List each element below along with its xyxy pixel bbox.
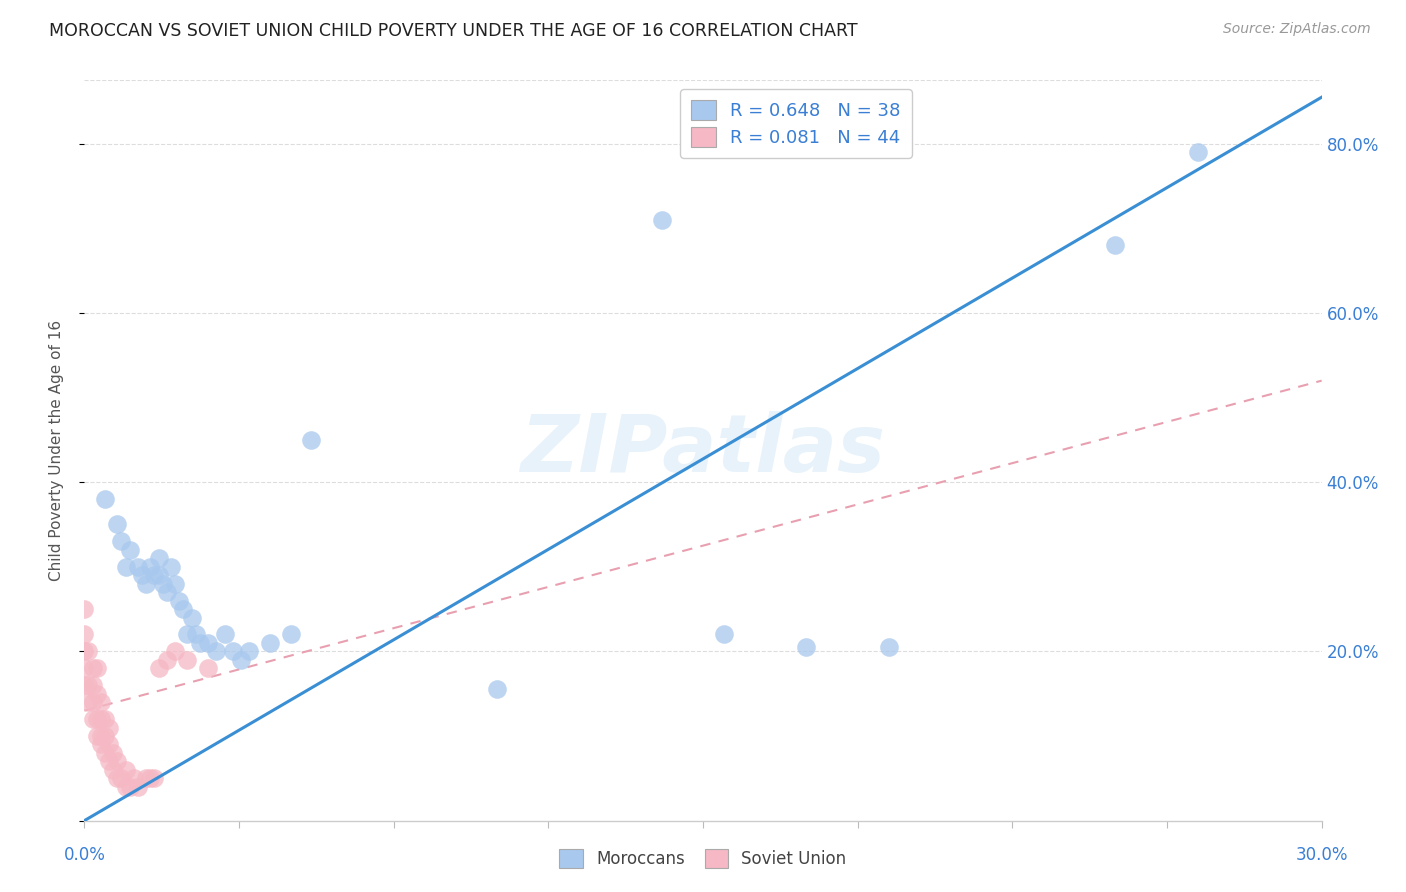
- Text: 30.0%: 30.0%: [1295, 846, 1348, 863]
- Point: [90, 712, 112, 726]
- Point: [86, 687, 108, 701]
- Point: [73, 627, 96, 641]
- Point: [122, 772, 145, 786]
- Point: [167, 593, 190, 607]
- Point: [73, 644, 96, 658]
- Point: [114, 559, 136, 574]
- Point: [238, 644, 260, 658]
- Point: [82, 695, 104, 709]
- Point: [160, 559, 183, 574]
- Point: [131, 568, 153, 582]
- Point: [73, 602, 96, 616]
- Point: [73, 661, 96, 675]
- Point: [135, 772, 157, 786]
- Point: [90, 729, 112, 743]
- Point: [98, 755, 121, 769]
- Point: [148, 568, 170, 582]
- Point: [188, 636, 211, 650]
- Point: [86, 712, 108, 726]
- Point: [148, 661, 170, 675]
- Point: [82, 678, 104, 692]
- Point: [94, 712, 117, 726]
- Point: [176, 627, 198, 641]
- Point: [94, 746, 117, 760]
- Point: [110, 534, 132, 549]
- Point: [105, 517, 128, 532]
- Point: [114, 763, 136, 777]
- Point: [180, 610, 202, 624]
- Point: [197, 661, 219, 675]
- Point: [77, 644, 100, 658]
- Point: [713, 627, 735, 641]
- Point: [90, 695, 112, 709]
- Point: [86, 729, 108, 743]
- Point: [127, 559, 149, 574]
- Point: [176, 653, 198, 667]
- Point: [184, 627, 207, 641]
- Point: [82, 712, 104, 726]
- Point: [114, 780, 136, 794]
- Point: [485, 682, 508, 697]
- Point: [259, 636, 281, 650]
- Point: [205, 644, 228, 658]
- Point: [139, 772, 162, 786]
- Text: Source: ZipAtlas.com: Source: ZipAtlas.com: [1223, 22, 1371, 37]
- Point: [172, 602, 194, 616]
- Point: [127, 780, 149, 794]
- Point: [98, 721, 121, 735]
- Point: [214, 627, 236, 641]
- Point: [299, 433, 322, 447]
- Point: [94, 492, 117, 507]
- Point: [651, 213, 673, 227]
- Point: [82, 661, 104, 675]
- Point: [794, 640, 817, 655]
- Point: [118, 542, 141, 557]
- Text: ZIPatlas: ZIPatlas: [520, 411, 886, 490]
- Point: [1187, 145, 1209, 160]
- Point: [148, 551, 170, 566]
- Point: [90, 738, 112, 752]
- Point: [156, 653, 179, 667]
- Point: [86, 661, 108, 675]
- Point: [94, 729, 117, 743]
- Point: [105, 755, 128, 769]
- Point: [156, 585, 179, 599]
- Point: [222, 644, 245, 658]
- Point: [143, 568, 166, 582]
- Text: MOROCCAN VS SOVIET UNION CHILD POVERTY UNDER THE AGE OF 16 CORRELATION CHART: MOROCCAN VS SOVIET UNION CHILD POVERTY U…: [49, 22, 858, 40]
- Point: [77, 678, 100, 692]
- Point: [229, 653, 252, 667]
- Point: [197, 636, 219, 650]
- Point: [118, 780, 141, 794]
- Point: [73, 678, 96, 692]
- Point: [152, 576, 174, 591]
- Point: [165, 644, 187, 658]
- Text: 0.0%: 0.0%: [63, 846, 105, 863]
- Point: [103, 763, 125, 777]
- Legend: Moroccans, Soviet Union: Moroccans, Soviet Union: [553, 843, 853, 875]
- Point: [77, 695, 100, 709]
- Point: [110, 772, 132, 786]
- Point: [143, 772, 166, 786]
- Point: [280, 627, 302, 641]
- Point: [139, 559, 162, 574]
- Point: [165, 576, 187, 591]
- Y-axis label: Child Poverty Under the Age of 16: Child Poverty Under the Age of 16: [49, 320, 63, 581]
- Point: [1104, 238, 1126, 252]
- Point: [103, 746, 125, 760]
- Legend: R = 0.648   N = 38, R = 0.081   N = 44: R = 0.648 N = 38, R = 0.081 N = 44: [681, 89, 911, 158]
- Point: [135, 576, 157, 591]
- Point: [105, 772, 128, 786]
- Point: [877, 640, 900, 655]
- Point: [98, 738, 121, 752]
